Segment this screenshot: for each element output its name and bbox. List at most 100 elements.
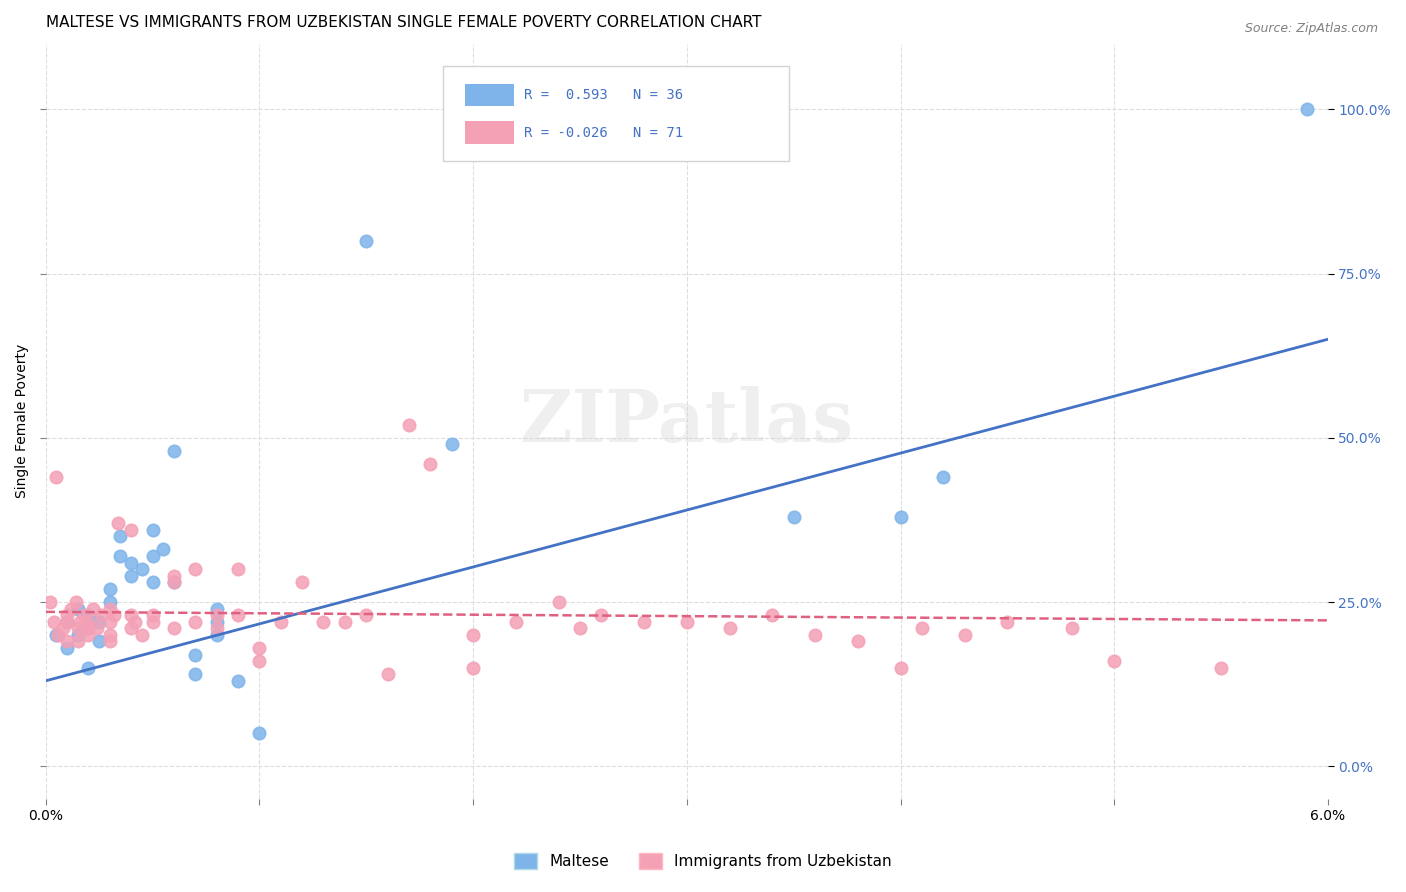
Point bbox=[124, 615, 146, 629]
Point bbox=[547, 595, 569, 609]
Point bbox=[141, 549, 163, 563]
Point bbox=[226, 673, 249, 688]
Point bbox=[120, 568, 142, 582]
Point bbox=[270, 615, 292, 629]
Point bbox=[205, 608, 228, 623]
Point bbox=[247, 654, 270, 668]
Point bbox=[354, 234, 377, 248]
Point bbox=[184, 562, 207, 576]
Point bbox=[1060, 621, 1083, 635]
Point bbox=[205, 601, 228, 615]
Point bbox=[377, 667, 399, 681]
Point bbox=[1102, 654, 1125, 668]
Point bbox=[98, 628, 121, 642]
Point bbox=[163, 575, 186, 590]
Point bbox=[56, 640, 79, 655]
Point bbox=[354, 608, 377, 623]
Point bbox=[86, 621, 108, 635]
Point bbox=[56, 608, 79, 623]
Point bbox=[953, 628, 976, 642]
Point bbox=[120, 556, 142, 570]
Point bbox=[461, 661, 484, 675]
Point bbox=[44, 615, 66, 629]
Point bbox=[846, 634, 869, 648]
Text: R = -0.026   N = 71: R = -0.026 N = 71 bbox=[524, 126, 683, 140]
Point bbox=[398, 417, 420, 432]
Point bbox=[66, 634, 89, 648]
Point bbox=[90, 608, 112, 623]
Point bbox=[98, 615, 121, 629]
Point bbox=[98, 601, 121, 615]
Point bbox=[77, 621, 100, 635]
Point bbox=[45, 470, 67, 484]
Point bbox=[52, 621, 75, 635]
Point bbox=[82, 601, 104, 615]
Point bbox=[419, 457, 441, 471]
Point bbox=[184, 667, 207, 681]
Point bbox=[69, 615, 91, 629]
Point bbox=[48, 628, 70, 642]
Point bbox=[45, 628, 67, 642]
Point bbox=[205, 615, 228, 629]
Point bbox=[911, 621, 934, 635]
Point bbox=[675, 615, 697, 629]
Point bbox=[141, 523, 163, 537]
Point bbox=[718, 621, 741, 635]
Point bbox=[65, 595, 87, 609]
Point bbox=[152, 542, 174, 557]
Point bbox=[87, 634, 110, 648]
FancyBboxPatch shape bbox=[465, 121, 513, 145]
Point bbox=[333, 615, 356, 629]
Point bbox=[889, 661, 911, 675]
Point bbox=[633, 615, 655, 629]
Point bbox=[110, 529, 132, 543]
Point bbox=[77, 621, 100, 635]
Text: ZIPatlas: ZIPatlas bbox=[520, 386, 853, 457]
Legend: Maltese, Immigrants from Uzbekistan: Maltese, Immigrants from Uzbekistan bbox=[508, 847, 898, 875]
Point bbox=[98, 634, 121, 648]
Point bbox=[226, 562, 249, 576]
Point bbox=[77, 661, 100, 675]
Point bbox=[56, 615, 79, 629]
Point bbox=[932, 470, 955, 484]
Point bbox=[131, 628, 153, 642]
Text: MALTESE VS IMMIGRANTS FROM UZBEKISTAN SINGLE FEMALE POVERTY CORRELATION CHART: MALTESE VS IMMIGRANTS FROM UZBEKISTAN SI… bbox=[45, 15, 761, 30]
Point bbox=[60, 601, 83, 615]
Point bbox=[184, 615, 207, 629]
Y-axis label: Single Female Poverty: Single Female Poverty bbox=[15, 344, 30, 499]
Point bbox=[163, 444, 186, 458]
Point bbox=[107, 516, 129, 531]
Point bbox=[312, 615, 335, 629]
Point bbox=[247, 640, 270, 655]
Point bbox=[205, 621, 228, 635]
Point bbox=[184, 648, 207, 662]
Point bbox=[66, 621, 89, 635]
Point bbox=[141, 615, 163, 629]
Text: Source: ZipAtlas.com: Source: ZipAtlas.com bbox=[1244, 22, 1378, 36]
Point bbox=[120, 523, 142, 537]
Point bbox=[1295, 103, 1317, 117]
Point bbox=[141, 608, 163, 623]
Point bbox=[889, 509, 911, 524]
Point bbox=[804, 628, 827, 642]
Point bbox=[291, 575, 314, 590]
Point bbox=[1209, 661, 1232, 675]
Point bbox=[505, 615, 527, 629]
Point bbox=[591, 608, 613, 623]
Point bbox=[98, 595, 121, 609]
Point bbox=[163, 568, 186, 582]
Point bbox=[568, 621, 591, 635]
Point bbox=[761, 608, 783, 623]
Point bbox=[66, 601, 89, 615]
Point bbox=[782, 509, 804, 524]
Point bbox=[56, 615, 79, 629]
Point bbox=[77, 615, 100, 629]
Point bbox=[163, 575, 186, 590]
Point bbox=[120, 621, 142, 635]
Point bbox=[110, 549, 132, 563]
Point bbox=[131, 562, 153, 576]
Point bbox=[77, 628, 100, 642]
Point bbox=[141, 575, 163, 590]
Point bbox=[461, 628, 484, 642]
Point bbox=[120, 608, 142, 623]
